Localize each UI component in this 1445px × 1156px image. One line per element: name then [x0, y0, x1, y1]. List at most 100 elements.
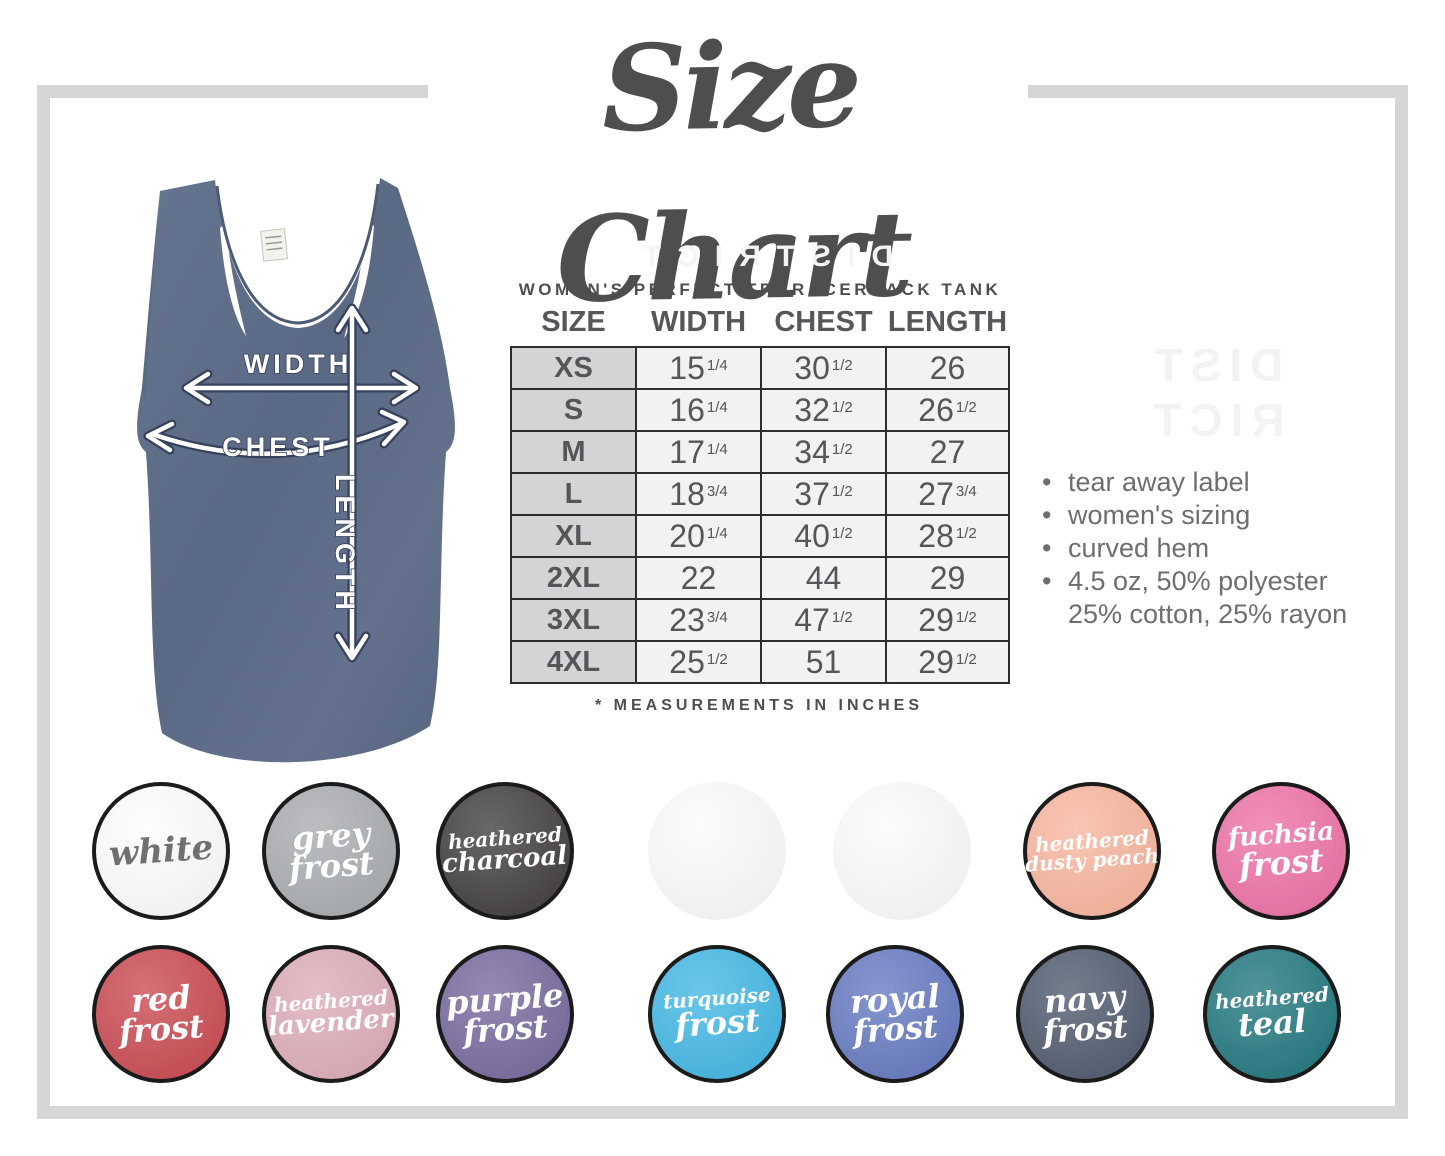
size-cell: XS [510, 346, 637, 390]
width-arrow [181, 369, 421, 407]
size-cell: S [510, 388, 637, 432]
length-cell: 26 1/2 [885, 388, 1010, 432]
length-cell: 27 3/4 [885, 472, 1010, 516]
feature-line: curved hem [1068, 533, 1210, 563]
chest-cell: 32 1/2 [760, 388, 887, 432]
tank-top-diagram: WIDTH CHEST LENGTH [120, 166, 480, 770]
chest-cell: 40 1/2 [760, 514, 887, 558]
feature-line: tear away label [1068, 467, 1250, 497]
armhole-left [220, 222, 246, 336]
swatch-label: frost [461, 1007, 549, 1051]
swatch-fuchsia-frost: fuchsia frost [1212, 782, 1350, 920]
table-row: XS 15 1/4 30 1/2 26 [510, 346, 1010, 390]
chest-cell: 47 1/2 [760, 598, 887, 642]
chest-cell: 51 [760, 640, 887, 684]
chest-cell: 30 1/2 [760, 346, 887, 390]
tank-silhouette [137, 178, 455, 763]
frame-top-right [1028, 85, 1408, 98]
frame-bottom [37, 1106, 1408, 1119]
size-table: SIZE WIDTH CHEST LENGTH XS 15 1/4 30 1/2 26 S 1… [510, 306, 1010, 684]
table-header-row: SIZE WIDTH CHEST LENGTH [511, 306, 1009, 347]
width-cell: 23 3/4 [635, 598, 762, 642]
size-cell: L [510, 472, 637, 516]
bullet-icon: • [1042, 467, 1052, 497]
table-row: 4XL 25 1/2 51 29 1/2 [510, 640, 1010, 684]
width-cell: 25 1/2 [635, 640, 762, 684]
watermark-district-side: DIST RICT [1105, 338, 1325, 448]
swatch-purple-frost: purple frost [436, 945, 574, 1083]
table-row: S 16 1/4 32 1/2 26 1/2 [510, 388, 1010, 432]
swatch-label: teal [1236, 1001, 1308, 1045]
size-table-body: XS 15 1/4 30 1/2 26 S 16 1/4 32 1/2 26 1/2 M 17 1/4 34 1/… [510, 346, 1010, 684]
col-header-size: SIZE [511, 306, 636, 347]
size-cell: 2XL [510, 556, 637, 600]
width-cell: 18 3/4 [635, 472, 762, 516]
swatch-label: frost [673, 1001, 761, 1046]
table-row: 3XL 23 3/4 47 1/2 29 1/2 [510, 598, 1010, 642]
page-title: Size Chart [555, 14, 911, 330]
chest-cell: 34 1/2 [760, 430, 887, 474]
feature-line: 25% cotton, 25% rayon [1068, 599, 1348, 629]
col-header-chest: CHEST [761, 306, 886, 347]
size-cell: 4XL [510, 640, 637, 684]
swatch-label: frost [117, 1007, 205, 1051]
tank-top-image: WIDTH CHEST LENGTH [137, 178, 455, 763]
swatch-navy-frost: navy frost [1016, 945, 1154, 1083]
feature-item: • tear away label [1042, 466, 1382, 499]
length-cell: 29 1/2 [885, 598, 1010, 642]
length-cell: 26 [885, 346, 1010, 390]
swatch-turquoise-frost: turquoise frost [648, 945, 786, 1083]
swatch-royal-frost: royal frost [826, 945, 964, 1083]
swatch-label: lavender [267, 1003, 395, 1043]
watermark-district-top: DISTRICT [626, 240, 894, 273]
feature-list: • tear away label • women's sizing • curved h… [1042, 466, 1382, 631]
swatch-label: frost [851, 1007, 939, 1051]
swatch-label: frost [1041, 1007, 1129, 1051]
swatch-heathered-teal: heathered teal [1203, 945, 1341, 1083]
swatch-faint-swatch [648, 782, 786, 920]
table-row: L 18 3/4 37 1/2 27 3/4 [510, 472, 1010, 516]
feature-line: women's sizing [1068, 500, 1251, 530]
chest-cell: 37 1/2 [760, 472, 887, 516]
feature-item: • curved hem [1042, 532, 1382, 565]
length-cell: 29 [885, 556, 1010, 600]
chest-cell: 44 [760, 556, 887, 600]
feature-item: • women's sizing [1042, 499, 1382, 532]
width-cell: 17 1/4 [635, 430, 762, 474]
swatch-label: dusty peach [1024, 843, 1160, 877]
width-label: WIDTH [244, 349, 352, 379]
size-cell: 3XL [510, 598, 637, 642]
table-row: M 17 1/4 34 1/2 27 [510, 430, 1010, 474]
width-cell: 22 [635, 556, 762, 600]
watermark-line: DIST [1146, 339, 1284, 391]
swatch-heathered-charcoal: heathered charcoal [436, 782, 574, 920]
swatch-grey-frost: grey frost [262, 782, 400, 920]
measurements-note: * MEASUREMENTS IN INCHES [594, 697, 924, 714]
frame-right [1395, 85, 1408, 1119]
length-cell: 28 1/2 [885, 514, 1010, 558]
col-header-length: LENGTH [886, 306, 1009, 347]
armhole-right [344, 220, 374, 338]
width-cell: 16 1/4 [635, 388, 762, 432]
size-cell: M [510, 430, 637, 474]
swatch-heathered-dusty-peach: heathered dusty peach [1023, 782, 1161, 920]
width-cell: 20 1/4 [635, 514, 762, 558]
feature-item: • 4.5 oz, 50% polyester 25% cotton, 25% ra… [1042, 565, 1382, 631]
bullet-icon: • [1042, 500, 1052, 530]
swatch-label: frost [287, 844, 375, 888]
width-cell: 15 1/4 [635, 346, 762, 390]
col-header-width: WIDTH [636, 306, 761, 347]
frame-top-left [37, 85, 428, 98]
frame-left [37, 85, 50, 1119]
product-heading: WOMEN'S PERFECT TRI RACERBACK TANK [518, 280, 1002, 299]
watermark-line: RICT [1145, 394, 1285, 447]
bullet-icon: • [1042, 533, 1052, 563]
swatch-white: white [92, 782, 230, 920]
swatch-faint-swatch [833, 782, 971, 920]
swatch-label: charcoal [441, 840, 569, 880]
swatch-label: frost [1237, 841, 1325, 886]
length-cell: 29 1/2 [885, 640, 1010, 684]
bullet-icon: • [1042, 566, 1052, 596]
swatch-red-frost: red frost [92, 945, 230, 1083]
